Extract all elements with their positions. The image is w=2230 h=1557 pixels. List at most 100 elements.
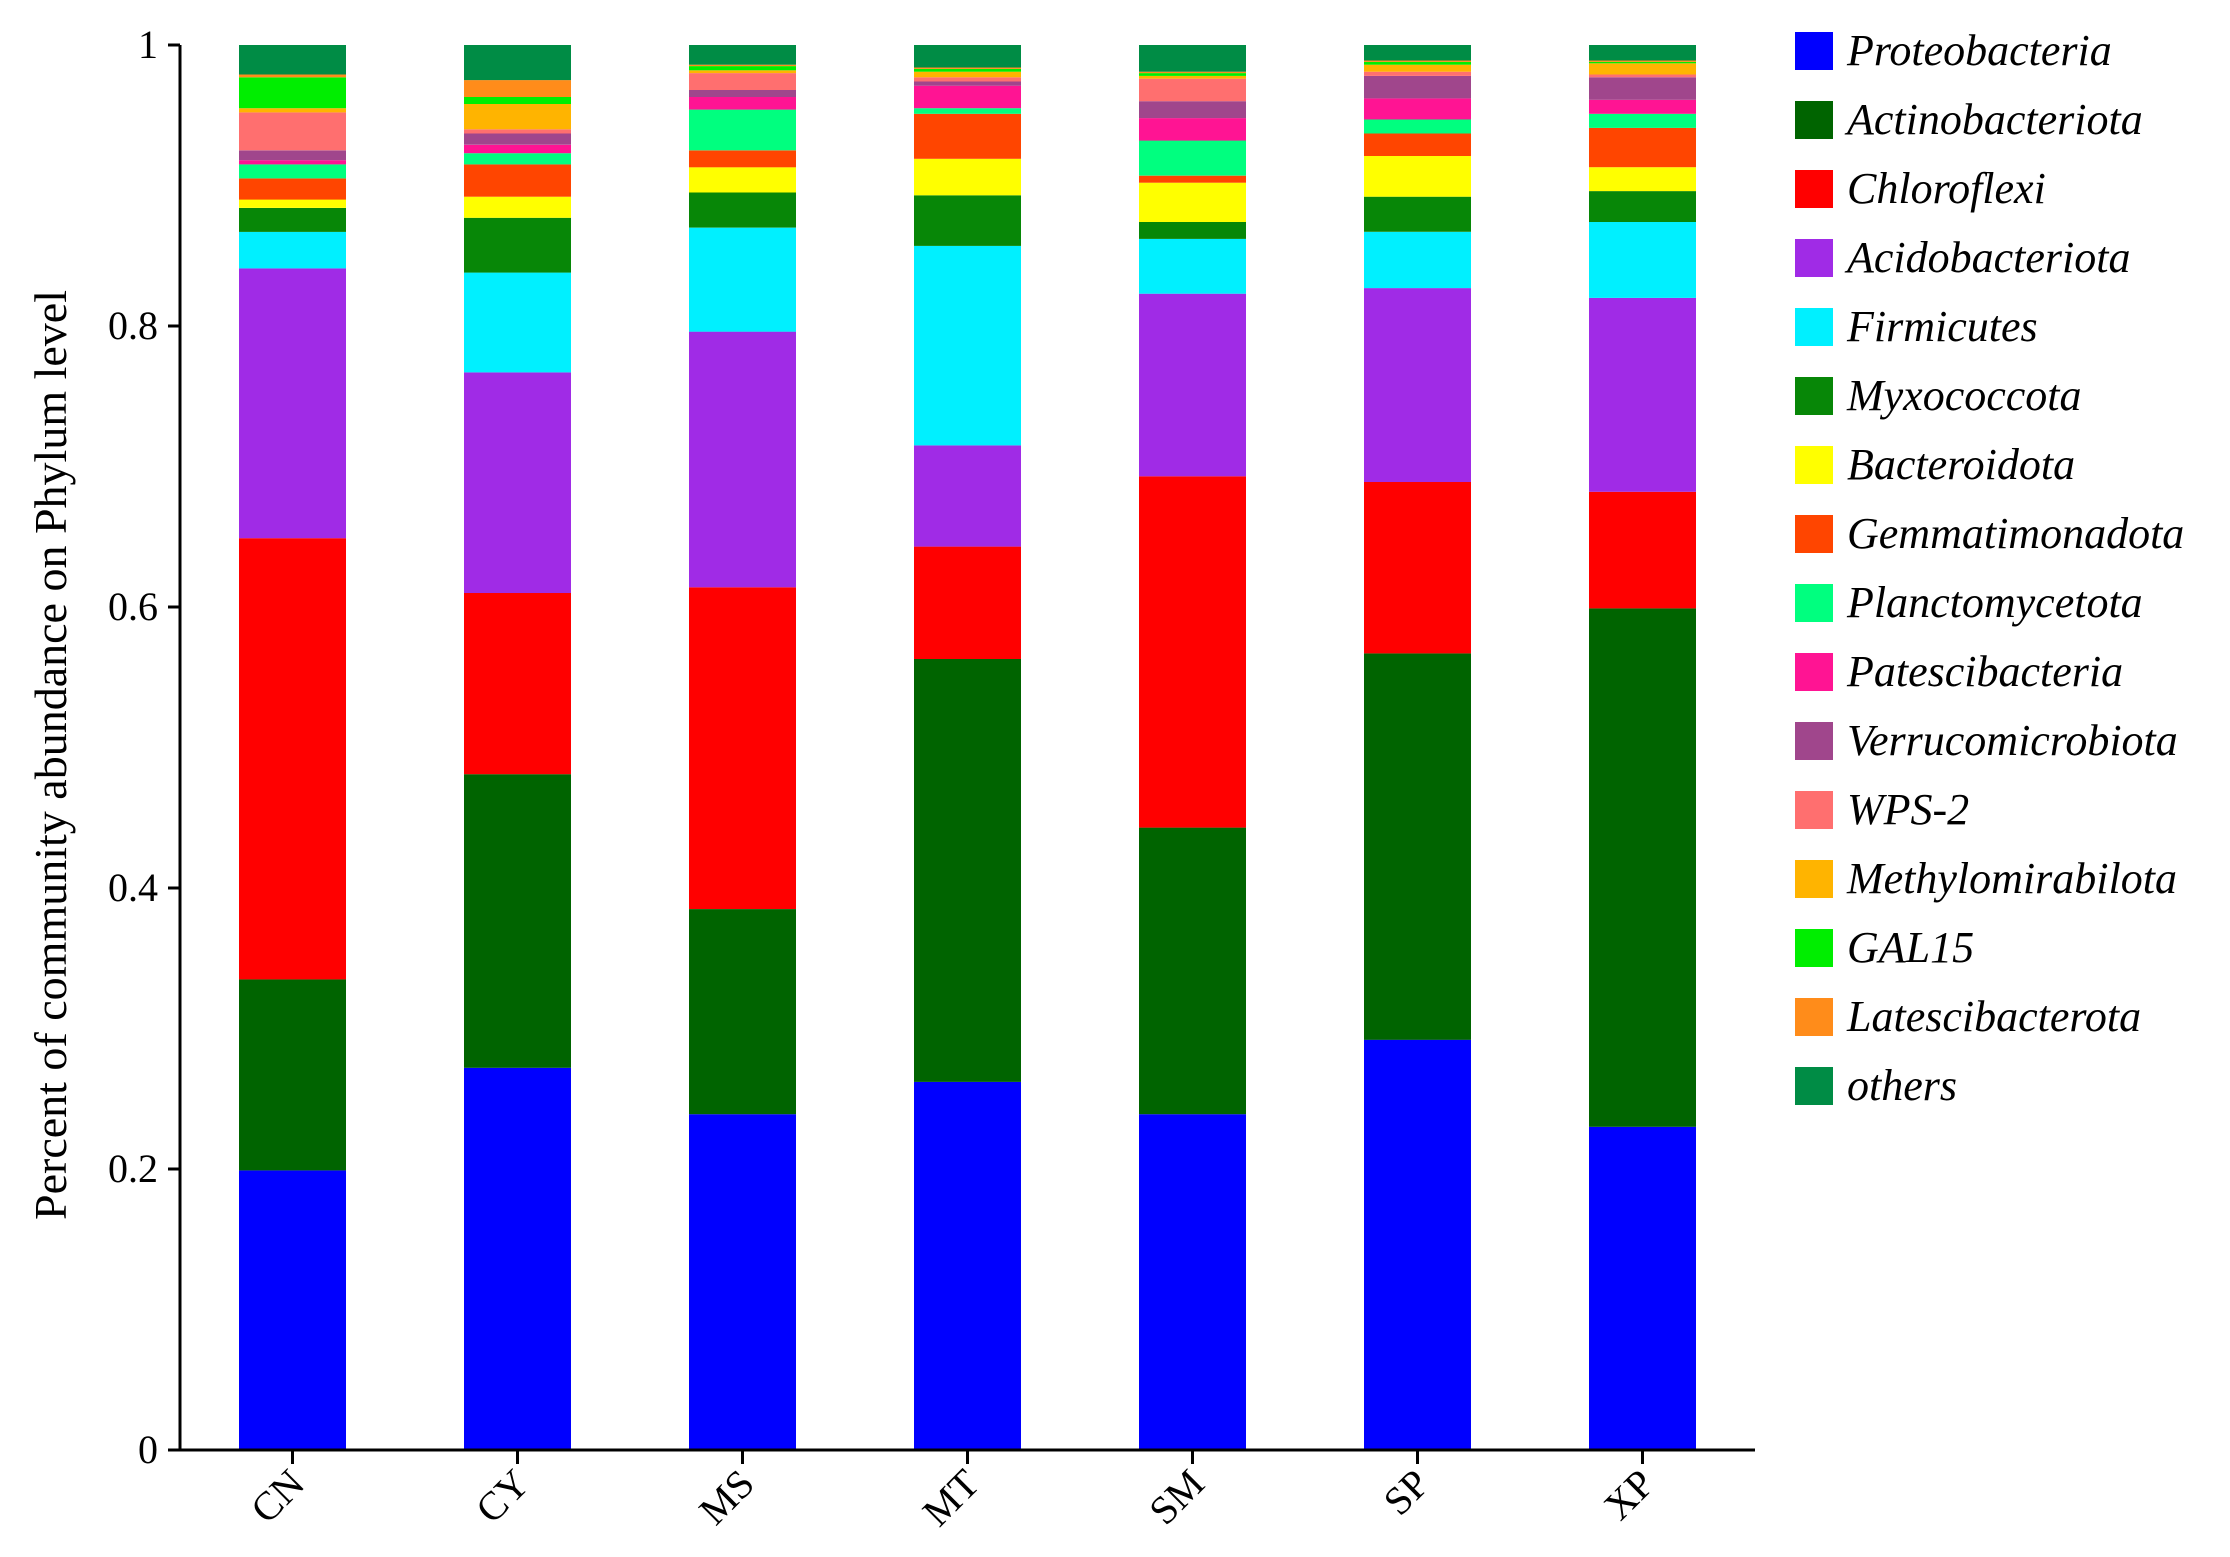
bar-segment-sp-actinobacteriota: [1364, 653, 1471, 1040]
bar-segment-mt-firmicutes: [914, 245, 1021, 446]
bar-segment-ms-wps-2: [689, 73, 796, 90]
x-tick-label: XP: [1595, 1461, 1663, 1529]
bar-segment-xp-verrucomicrobiota: [1589, 77, 1696, 100]
x-tick-label: MT: [914, 1461, 988, 1535]
bar-segment-sm-actinobacteriota: [1139, 827, 1246, 1115]
bar-segment-cy-patescibacteria: [464, 144, 571, 154]
bar-segment-xp-methylomirabilota: [1589, 63, 1696, 75]
bar-segment-sp-acidobacteriota: [1364, 288, 1471, 482]
bar-segment-cn-verrucomicrobiota: [239, 150, 346, 161]
bar-segment-mt-wps-2: [914, 77, 1021, 82]
legend-swatch: [1795, 308, 1833, 346]
legend-item: GAL15: [1795, 923, 1974, 972]
y-tick-label: 0.8: [108, 303, 158, 348]
bar-segment-sp-gal15: [1364, 61, 1471, 65]
bar-segment-ms-chloroflexi: [689, 587, 796, 909]
legend-label: Actinobacteriota: [1844, 95, 2143, 144]
bar-segment-xp-actinobacteriota: [1589, 608, 1696, 1127]
legend-label: Latescibacterota: [1846, 992, 2141, 1041]
legend-item: Proteobacteria: [1795, 26, 2112, 75]
bar-segment-sm-others: [1139, 45, 1246, 72]
bar-segment-sm-myxococcota: [1139, 222, 1246, 239]
bar-segment-sp-bacteroidota: [1364, 156, 1471, 197]
bar-segment-cn-gemmatimonadota: [239, 178, 346, 200]
bar-segment-mt-gal15: [914, 68, 1021, 72]
bar-segment-mt-chloroflexi: [914, 546, 1021, 659]
legend-swatch: [1795, 32, 1833, 70]
bar-segment-xp-acidobacteriota: [1589, 297, 1696, 492]
bar-segment-ms-gemmatimonadota: [689, 150, 796, 168]
legend-swatch: [1795, 239, 1833, 277]
legend-item: Verrucomicrobiota: [1795, 716, 2178, 765]
x-tick-label: CN: [242, 1461, 313, 1532]
y-axis-label: Percent of community abundance on Phylum…: [25, 290, 76, 1220]
y-tick-label: 0.4: [108, 865, 158, 910]
bar-segment-sm-gal15: [1139, 73, 1246, 76]
legend-item: Actinobacteriota: [1795, 95, 2143, 144]
legend-swatch: [1795, 101, 1833, 139]
bar-segment-cy-bacteroidota: [464, 196, 571, 218]
bar-segment-ms-latescibacterota: [689, 64, 796, 67]
legend: Proteobacteria Actinobacteriota Chloroflex…: [1795, 26, 2184, 1110]
legend-label: GAL15: [1847, 923, 1974, 972]
bar-segment-sp-chloroflexi: [1364, 482, 1471, 654]
bar-segment-xp-myxococcota: [1589, 191, 1696, 222]
bar-segment-cn-acidobacteriota: [239, 268, 346, 539]
legend-swatch: [1795, 929, 1833, 967]
bar-segment-mt-verrucomicrobiota: [914, 81, 1021, 86]
bar-segment-ms-acidobacteriota: [689, 331, 796, 588]
y-tick-label: 0: [138, 1427, 158, 1472]
legend-label: Patescibacteria: [1846, 647, 2123, 696]
legend-item: Firmicutes: [1795, 302, 2038, 351]
bar-segment-cn-patescibacteria: [239, 160, 346, 165]
legend-swatch: [1795, 1067, 1833, 1105]
bar-segment-cn-myxococcota: [239, 208, 346, 232]
legend-label: Bacteroidota: [1847, 440, 2075, 489]
bar-segment-ms-bacteroidota: [689, 167, 796, 193]
bar-segment-mt-patescibacteria: [914, 85, 1021, 109]
bar-segment-sp-proteobacteria: [1364, 1039, 1471, 1450]
legend-item: Myxococcota: [1795, 371, 2082, 420]
legend-swatch: [1795, 722, 1833, 760]
bar-segment-cy-gal15: [464, 97, 571, 104]
bar-segment-cy-others: [464, 45, 571, 81]
bar-segment-xp-gemmatimonadota: [1589, 127, 1696, 168]
bar-segment-sp-methylomirabilota: [1364, 64, 1471, 72]
legend-swatch: [1795, 515, 1833, 553]
bar-segment-sm-acidobacteriota: [1139, 293, 1246, 477]
bar-segment-xp-gal15: [1589, 61, 1696, 64]
bar-segment-sm-verrucomicrobiota: [1139, 101, 1246, 119]
bar-segment-cn-actinobacteriota: [239, 979, 346, 1171]
bar-segment-cy-wps-2: [464, 129, 571, 134]
bar-segment-cy-actinobacteriota: [464, 774, 571, 1068]
bar-segment-mt-others: [914, 45, 1021, 68]
bar-segment-mt-bacteroidota: [914, 158, 1021, 196]
y-tick-label: 0.6: [108, 584, 158, 629]
legend-label: Planctomycetota: [1846, 578, 2143, 627]
bar-segment-cy-firmicutes: [464, 272, 571, 373]
bar-segment-xp-patescibacteria: [1589, 99, 1696, 114]
y-ticks: 0 0.2 0.4 0.6 0.8 1: [108, 22, 180, 1472]
legend-label: Acidobacteriota: [1844, 233, 2131, 282]
bar-segment-cy-myxococcota: [464, 217, 571, 273]
x-tick-label: MS: [690, 1461, 763, 1534]
y-tick-label: 0.2: [108, 1146, 158, 1191]
bar-segment-ms-methylomirabilota: [689, 70, 796, 74]
bar-segment-ms-planctomycetota: [689, 109, 796, 151]
bar-segment-cy-acidobacteriota: [464, 372, 571, 593]
bar-segment-cy-methylomirabilota: [464, 104, 571, 130]
bar-segment-sm-latescibacterota: [1139, 71, 1246, 74]
bar-segment-cn-chloroflexi: [239, 538, 346, 980]
bar-segment-sp-wps-2: [1364, 71, 1471, 76]
bar-segment-sm-chloroflexi: [1139, 476, 1246, 828]
bar-segment-ms-proteobacteria: [689, 1114, 796, 1450]
bar-segment-mt-planctomycetota: [914, 108, 1021, 114]
legend-label: Myxococcota: [1846, 371, 2082, 420]
bar-segment-sm-gemmatimonadota: [1139, 175, 1246, 183]
bar-segment-xp-others: [1589, 45, 1696, 61]
bar-segment-xp-proteobacteria: [1589, 1126, 1696, 1450]
bar-segment-sp-patescibacteria: [1364, 98, 1471, 120]
bar-segment-sp-latescibacterota: [1364, 60, 1471, 62]
bar-segment-xp-planctomycetota: [1589, 113, 1696, 128]
